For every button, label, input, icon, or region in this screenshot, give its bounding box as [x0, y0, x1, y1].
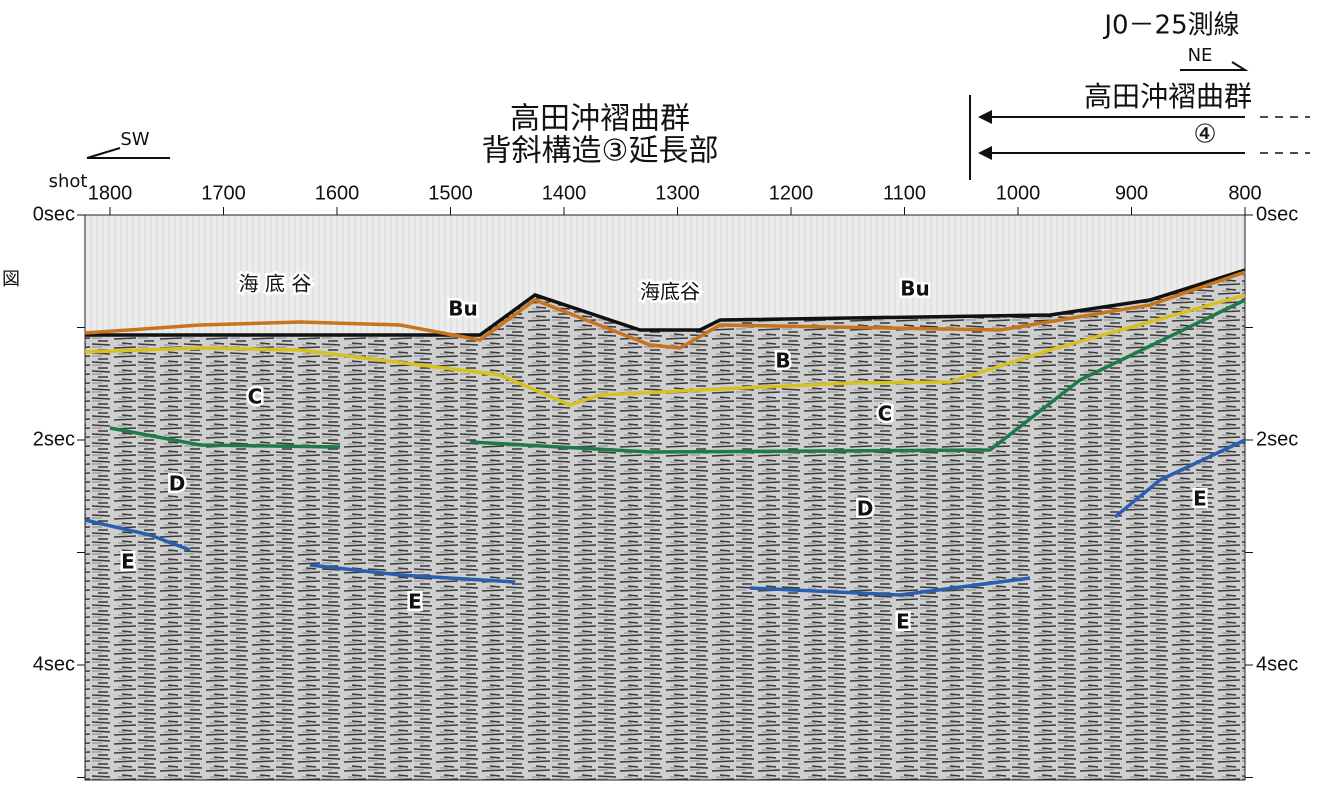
title: 高田沖褶曲群	[1084, 80, 1252, 113]
arrow	[985, 116, 1245, 154]
horizon-e	[84, 518, 191, 552]
label: E	[408, 590, 422, 614]
label: 海 底 谷	[239, 272, 312, 296]
horizon-e	[1113, 438, 1246, 519]
x-tick-label: 1800	[88, 182, 133, 204]
label: D	[169, 472, 186, 496]
x-tick-label: 900	[1115, 182, 1148, 204]
label: E	[121, 550, 135, 574]
arrow-dash	[1260, 116, 1310, 154]
sw-arrow	[86, 147, 170, 159]
horizon-b	[84, 270, 1246, 350]
label: B	[775, 349, 790, 373]
y-tick-label: 0sec	[33, 203, 75, 225]
title: 高田沖褶曲群	[510, 102, 690, 137]
y-tick-label: 2sec	[33, 428, 75, 450]
label: C	[248, 385, 263, 409]
direction: SW	[120, 129, 149, 150]
label: C	[878, 402, 893, 426]
label: E	[1193, 487, 1207, 511]
horizon-e	[749, 576, 1031, 597]
horizon-c	[84, 293, 1246, 407]
y-tick-label: 0sec	[1256, 203, 1298, 225]
y-tick-label: 2sec	[1256, 428, 1298, 450]
title: 背斜構造③延長部	[482, 134, 719, 169]
horizon-d	[109, 426, 341, 449]
label: D	[857, 497, 874, 521]
title-number: ④	[1193, 120, 1216, 150]
line-name: J0－25測線	[1102, 11, 1239, 41]
x-tick-label: 1300	[655, 182, 700, 204]
x-tick-label: 1400	[542, 182, 587, 204]
label: Bu	[900, 277, 929, 301]
x-tick-label: 1100	[883, 182, 926, 204]
direction: NE	[1188, 45, 1213, 66]
x-tick-label: 1500	[428, 182, 473, 204]
x-tick-label: 1000	[996, 182, 1041, 204]
arrowhead	[978, 110, 992, 160]
label: Bu	[448, 297, 477, 321]
x-tick-label: 1700	[201, 182, 246, 204]
axis-ticks: 1800 1700 1600 1500 1400 1300 1200 1100 1000 900 8…	[33, 182, 1298, 778]
x-caption: shot	[49, 171, 88, 192]
frame	[84, 214, 1246, 781]
edge-text: 図	[2, 269, 20, 290]
horizon-bu	[85, 268, 1246, 337]
x-tick-label: 1200	[769, 182, 814, 204]
horizon-d	[469, 298, 1246, 454]
label: 海底谷	[640, 280, 700, 304]
water-column	[85, 215, 1245, 335]
y-tick-label: 4sec	[33, 653, 75, 675]
ne-arrow	[1180, 61, 1249, 71]
x-tick-label: 1600	[315, 182, 360, 204]
y-tick-label: 4sec	[1256, 653, 1298, 675]
label: E	[896, 610, 910, 634]
x-tick-label: 800	[1228, 182, 1261, 204]
horizon-e	[309, 563, 516, 584]
